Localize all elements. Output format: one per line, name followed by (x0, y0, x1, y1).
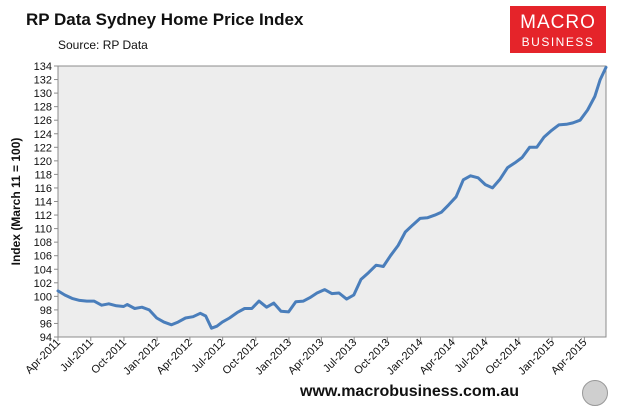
y-tick-label: 116 (34, 183, 52, 195)
x-tick-label: Apr-2012 (154, 337, 194, 377)
macrobusiness-logo: MACRO BUSINESS (510, 6, 606, 53)
y-tick-label: 96 (40, 318, 52, 330)
series-line (56, 65, 608, 330)
logo-line-1: MACRO (520, 12, 596, 33)
y-tick-label: 106 (34, 251, 52, 263)
y-tick-label: 108 (34, 237, 52, 249)
logo-line-2: BUSINESS (521, 35, 595, 49)
y-tick-label: 102 (34, 278, 52, 290)
y-axis-label: Index (March 11 = 100) (9, 138, 23, 266)
y-tick-label: 104 (34, 264, 52, 276)
y-tick-label: 134 (34, 61, 52, 73)
y-tick-label: 124 (34, 129, 52, 141)
y-tick-label: 114 (34, 197, 52, 209)
x-tick-label: Apr-2015 (549, 337, 589, 377)
x-tick-label: Apr-2013 (286, 337, 326, 377)
chart-title: RP Data Sydney Home Price Index (26, 10, 304, 29)
footer-url: www.macrobusiness.com.au (300, 383, 520, 400)
y-tick-label: 94 (40, 332, 52, 344)
y-tick-label: 126 (34, 115, 52, 127)
x-tick-label: Apr-2014 (418, 337, 458, 377)
chart-source: Source: RP Data (58, 38, 148, 52)
y-tick-label: 118 (34, 169, 52, 181)
y-tick-label: 98 (40, 305, 52, 317)
plot-area (57, 65, 607, 338)
y-tick-label: 130 (34, 88, 52, 100)
x-axis: Apr-2011Jul-2011Oct-2011Jan-2012Apr-2012… (23, 337, 589, 378)
y-tick-label: 120 (34, 156, 52, 168)
y-tick-label: 128 (34, 102, 52, 114)
y-tick-label: 122 (34, 142, 52, 154)
y-tick-label: 100 (34, 291, 52, 303)
y-tick-label: 132 (34, 75, 52, 87)
y-tick-label: 110 (34, 224, 52, 236)
y-tick-label: 112 (34, 210, 52, 222)
fox-icon (582, 380, 608, 406)
series-layer (56, 65, 608, 330)
